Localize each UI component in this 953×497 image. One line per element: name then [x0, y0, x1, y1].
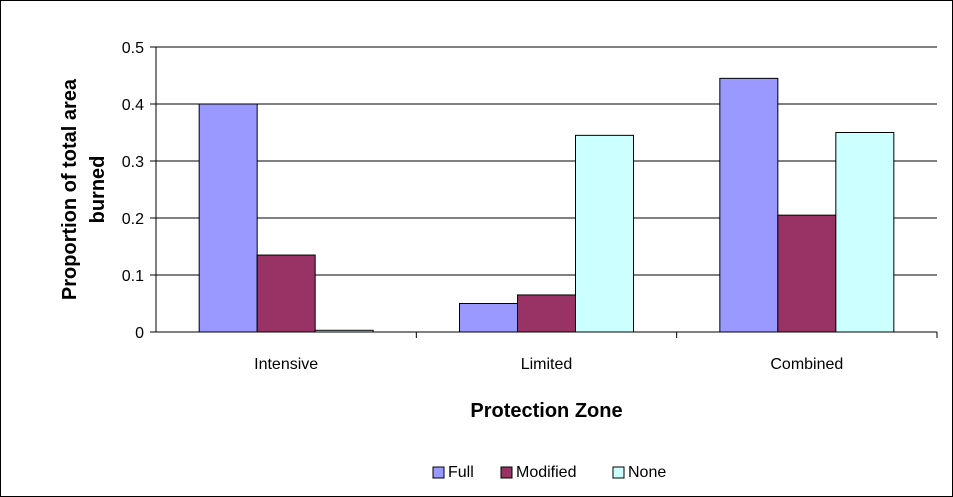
legend-label-modified: Modified	[516, 464, 576, 481]
y-axis-title: Proportion of total area burned	[59, 78, 109, 300]
y-axis-title-line: Proportion of total area	[59, 78, 81, 300]
legend-label-full: Full	[448, 464, 474, 481]
x-axis-title: Protection Zone	[470, 400, 622, 422]
x-tick-labels: Intensive Limited Combined	[254, 356, 843, 373]
y-tick-label: 0.4	[122, 97, 144, 114]
bar-none-limited	[575, 134, 634, 333]
bar-full-intensive	[198, 103, 258, 333]
y-tick-label: 0.3	[122, 154, 144, 171]
legend-swatch-modified	[500, 466, 513, 479]
bar-modified-limited	[517, 294, 576, 333]
y-tick-label: 0.2	[122, 211, 144, 228]
bar-full-combined	[719, 77, 779, 333]
y-tick-label: 0.5	[122, 40, 144, 57]
bar-full-limited	[459, 303, 518, 333]
x-tick-label: Limited	[521, 356, 573, 373]
x-tick-label: Combined	[770, 356, 843, 373]
legend-label-none: None	[628, 464, 666, 481]
y-tick-labels: 0 0.1 0.2 0.3 0.4 0.5	[122, 40, 144, 342]
legend-swatch-full	[432, 466, 445, 479]
bar-modified-combined	[777, 214, 837, 333]
x-tick-label: Intensive	[254, 356, 318, 373]
bar-none-combined	[835, 132, 895, 333]
bar-modified-intensive	[256, 254, 316, 333]
y-tick-label: 0	[135, 325, 144, 342]
legend: Full Modified None	[432, 464, 666, 481]
axes	[150, 46, 938, 338]
y-axis-title-line: burned	[87, 156, 109, 224]
bars	[198, 77, 895, 333]
y-tick-label: 0.1	[122, 268, 144, 285]
legend-swatch-none	[612, 466, 625, 479]
